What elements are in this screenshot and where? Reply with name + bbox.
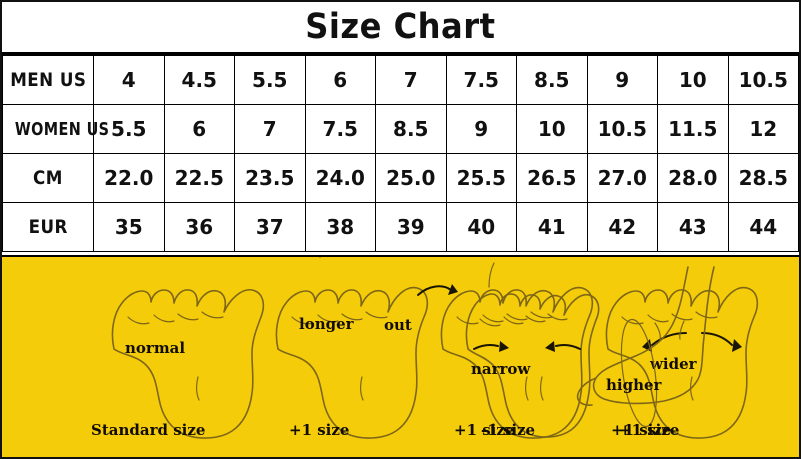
cell-eur-6: 40 — [445, 202, 517, 252]
cell-men-us-2: 4.5 — [163, 55, 235, 105]
cell-cm-5: 25.0 — [375, 153, 447, 203]
foot-shape-diagram-panel: normal Standard size out +1 size — [2, 255, 799, 457]
higher-instep-foot-label: higher — [606, 376, 663, 394]
page-title: Size Chart — [305, 7, 496, 47]
higher-instep-foot-caption: +1 size — [611, 421, 671, 439]
wider-foot-caption: +1 size — [619, 421, 679, 439]
cell-women-us-4: 7.5 — [304, 104, 376, 154]
cell-men-us-5: 7 — [375, 55, 447, 105]
table-row: MEN US 4 4.5 5.5 6 7 7.5 8.5 9 10 10.5 — [2, 55, 799, 105]
cell-eur-2: 36 — [163, 202, 235, 252]
cell-cm-7: 26.5 — [516, 153, 588, 203]
cell-eur-3: 37 — [234, 202, 306, 252]
wider-foot-diagram: wider +1 size — [605, 286, 759, 439]
cell-men-us-7: 8.5 — [516, 55, 588, 105]
row-header-men-us: MEN US — [2, 55, 94, 105]
cell-women-us-1: 5.5 — [93, 104, 165, 154]
cell-men-us-8: 9 — [586, 55, 658, 105]
wider-foot-label: wider — [649, 355, 698, 373]
cell-men-us-1: 4 — [93, 55, 165, 105]
cell-cm-2: 22.5 — [163, 153, 235, 203]
cell-cm-6: 25.5 — [445, 153, 517, 203]
cell-cm-4: 24.0 — [304, 153, 376, 203]
cell-eur-1: 35 — [93, 202, 165, 252]
cell-cm-8: 27.0 — [586, 153, 658, 203]
table-row: WOMEN US 5.5 6 7 7.5 8.5 9 10 10.5 11.5 … — [2, 104, 799, 154]
cell-men-us-10: 10.5 — [727, 55, 799, 105]
cell-eur-4: 38 — [304, 202, 376, 252]
cell-men-us-9: 10 — [657, 55, 729, 105]
row-header-eur: EUR — [2, 202, 94, 252]
cell-cm-1: 22.0 — [93, 153, 165, 203]
longer-foot-diagram: longer +1 size — [299, 257, 594, 439]
size-table: MEN US 4 4.5 5.5 6 7 7.5 8.5 9 10 10.5 W… — [2, 55, 799, 252]
cell-men-us-3: 5.5 — [234, 55, 306, 105]
table-row: EUR 35 36 37 38 39 40 41 42 43 44 — [2, 202, 799, 252]
cell-eur-8: 42 — [586, 202, 658, 252]
narrow-foot-diagram: narrow -1 size — [465, 293, 600, 439]
cell-women-us-10: 12 — [727, 104, 799, 154]
narrow-foot-caption: -1 size — [481, 421, 535, 439]
table-row: CM 22.0 22.5 23.5 24.0 25.0 25.5 26.5 27… — [2, 153, 799, 203]
normal-foot-label: normal — [125, 339, 185, 357]
cell-men-us-6: 7.5 — [445, 55, 517, 105]
toe-out-foot-caption: +1 size — [289, 421, 349, 439]
cell-women-us-9: 11.5 — [657, 104, 729, 154]
cell-men-us-4: 6 — [304, 55, 376, 105]
cell-cm-10: 28.5 — [727, 153, 799, 203]
row-header-women-us: WOMEN US — [2, 104, 109, 154]
cell-women-us-6: 9 — [445, 104, 517, 154]
normal-foot-caption: Standard size — [91, 421, 205, 439]
cell-eur-9: 43 — [657, 202, 729, 252]
chart-title-row: Size Chart — [2, 2, 799, 55]
higher-instep-foot-diagram: higher +1 size — [576, 266, 715, 439]
cell-eur-5: 39 — [375, 202, 447, 252]
row-header-cm: CM — [2, 153, 94, 203]
cell-cm-3: 23.5 — [234, 153, 306, 203]
cell-women-us-3: 7 — [234, 104, 306, 154]
cell-women-us-8: 10.5 — [586, 104, 658, 154]
cell-women-us-5: 8.5 — [375, 104, 447, 154]
longer-foot-caption: +1 size — [454, 421, 514, 439]
narrow-foot-label: narrow — [471, 360, 531, 378]
toe-out-foot-diagram: out +1 size — [275, 284, 458, 439]
cell-women-us-2: 6 — [163, 104, 235, 154]
cell-cm-9: 28.0 — [657, 153, 729, 203]
cell-eur-10: 44 — [727, 202, 799, 252]
cell-eur-7: 41 — [516, 202, 588, 252]
normal-foot-diagram: normal Standard size — [91, 289, 265, 439]
cell-women-us-7: 10 — [516, 104, 588, 154]
toe-out-foot-label: out — [384, 316, 412, 334]
longer-foot-label: longer — [299, 315, 355, 333]
